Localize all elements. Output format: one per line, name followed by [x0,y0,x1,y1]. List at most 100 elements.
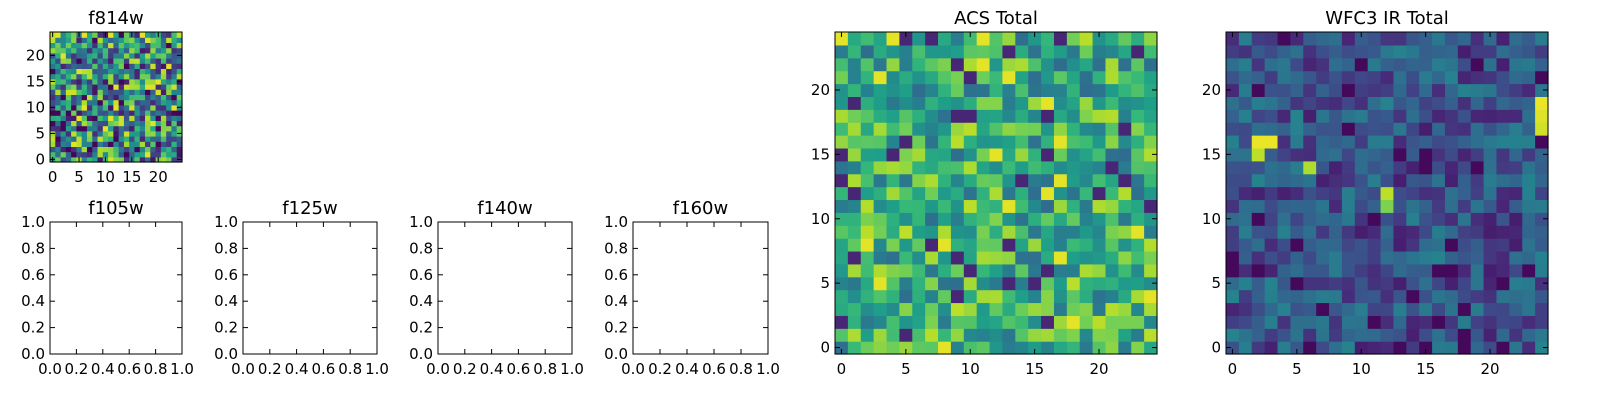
heatmap-cell [1118,250,1132,265]
heatmap-cell [989,147,1004,162]
heatmap-cell [86,37,93,43]
heatmap-cell [1419,289,1433,304]
heatmap-cell [1092,289,1107,304]
heatmap-cell [1509,109,1523,123]
heatmap-cell [145,156,151,163]
heatmap-cell [1092,199,1107,213]
heatmap-cell [176,141,183,147]
heatmap-cell [1393,109,1407,123]
heatmap-cell [1015,302,1029,316]
heatmap-cell [76,94,83,101]
heatmap-cell [97,37,104,43]
heatmap-cell [102,42,109,49]
heatmap-cell [912,289,926,304]
heatmap-cell [1092,250,1107,265]
heatmap-cell [1457,44,1472,59]
heatmap-cell [97,104,104,111]
heatmap-cell [1277,289,1291,304]
heatmap-cell [1522,328,1536,342]
heatmap-cell [860,135,875,149]
y-tick-label: 10 [811,210,830,228]
heatmap-cell [129,146,136,153]
heatmap-cell [92,151,99,158]
heatmap-cell [950,135,965,149]
heatmap-cell [950,328,965,342]
heatmap-cell [1522,135,1536,149]
heatmap-cell [1015,276,1029,291]
heatmap-cell [1053,44,1068,59]
heatmap-cell [950,302,965,316]
heatmap-cell [1226,199,1240,213]
heatmap-cell [145,146,151,153]
heatmap-cell [1406,32,1420,46]
heatmap-cell [50,68,56,75]
heatmap-cell [1303,289,1317,304]
heatmap-cell [1316,341,1330,355]
heatmap-cell [1105,250,1119,265]
heatmap-cell [50,89,56,95]
heatmap-cell [65,63,72,69]
heatmap-cell [1341,199,1356,213]
heatmap-cell [166,151,173,158]
heatmap-cell [1290,341,1304,355]
heatmap-cell [1277,302,1291,316]
heatmap-cell [1290,109,1304,123]
heatmap-cell [1238,160,1253,175]
heatmap-cell [81,146,88,153]
heatmap-cell [1522,225,1536,239]
heatmap-cell [1509,147,1523,162]
heatmap-cell [65,141,72,147]
heatmap-cell [1066,57,1081,72]
heatmap-cell [925,186,939,201]
heatmap-cell [963,341,978,355]
heatmap-cell [71,37,77,43]
heatmap-cell [1079,44,1094,59]
heatmap-cell [1419,70,1433,85]
heatmap-cell [1457,57,1472,72]
heatmap-cell [873,263,888,278]
heatmap-cell [129,84,136,90]
heatmap-cell [113,115,120,121]
heatmap-cell [71,99,77,106]
heatmap-cell [950,147,965,162]
heatmap-cell [97,146,104,153]
heatmap-cell [1092,173,1107,188]
heatmap-cell [1380,276,1395,291]
heatmap-cell [1041,302,1055,316]
heatmap-cell [71,125,77,132]
heatmap-cell [912,160,926,175]
heatmap-cell [166,130,173,137]
heatmap-cell [145,104,151,111]
heatmap-cell [1432,147,1446,162]
heatmap-cell [860,32,875,46]
heatmap-cell [912,263,926,278]
panel-title-f140w: f140w [477,198,532,219]
heatmap-cell [155,78,162,85]
heatmap-cell [835,302,849,316]
heatmap-cell [81,47,88,54]
heatmap-cell [1406,83,1420,97]
heatmap-cell [1015,109,1029,123]
heatmap-cell [1053,83,1068,97]
heatmap-cell [938,32,952,46]
heatmap-cell [134,110,141,116]
heatmap-cell [50,146,56,153]
heatmap-cell [1290,135,1304,149]
heatmap-cell [1002,238,1016,252]
heatmap-cell [1105,289,1119,304]
heatmap-cell [886,70,900,85]
heatmap-cell [65,68,72,75]
heatmap-cell [1303,96,1317,110]
heatmap-cell [50,63,56,69]
heatmap-cell [160,104,167,111]
heatmap-cell [1144,109,1158,123]
heatmap-cell [1354,289,1369,304]
heatmap-cell [150,84,157,90]
heatmap-cell [1264,263,1279,278]
heatmap-cell [1118,83,1132,97]
heatmap-cell [1354,109,1369,123]
heatmap-cell [1105,83,1119,97]
heatmap-cell [145,32,151,38]
heatmap-cell [1238,96,1253,110]
heatmap-cell [118,58,125,64]
